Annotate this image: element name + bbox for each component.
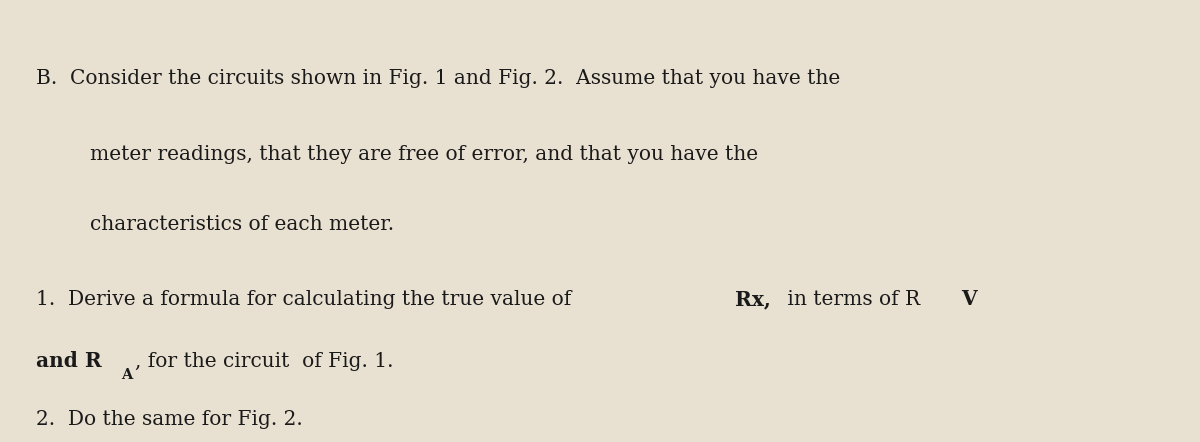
Text: B.  Consider the circuits shown in Fig. 1 and Fig. 2.  Assume that you have the: B. Consider the circuits shown in Fig. 1… [36,69,840,88]
Text: 1.  Derive a formula for calculating the true value of: 1. Derive a formula for calculating the … [36,290,577,309]
Text: Rx,: Rx, [734,290,770,309]
Text: characteristics of each meter.: characteristics of each meter. [90,215,394,234]
Text: and R: and R [36,351,102,371]
Text: 2.  Do the same for Fig. 2.: 2. Do the same for Fig. 2. [36,410,302,429]
Text: , for the circuit  of Fig. 1.: , for the circuit of Fig. 1. [136,352,394,371]
Text: A: A [121,368,132,382]
Text: in terms of R: in terms of R [781,290,920,309]
Text: meter readings, that they are free of error, and that you have the: meter readings, that they are free of er… [90,145,758,164]
Text: V: V [961,290,977,309]
